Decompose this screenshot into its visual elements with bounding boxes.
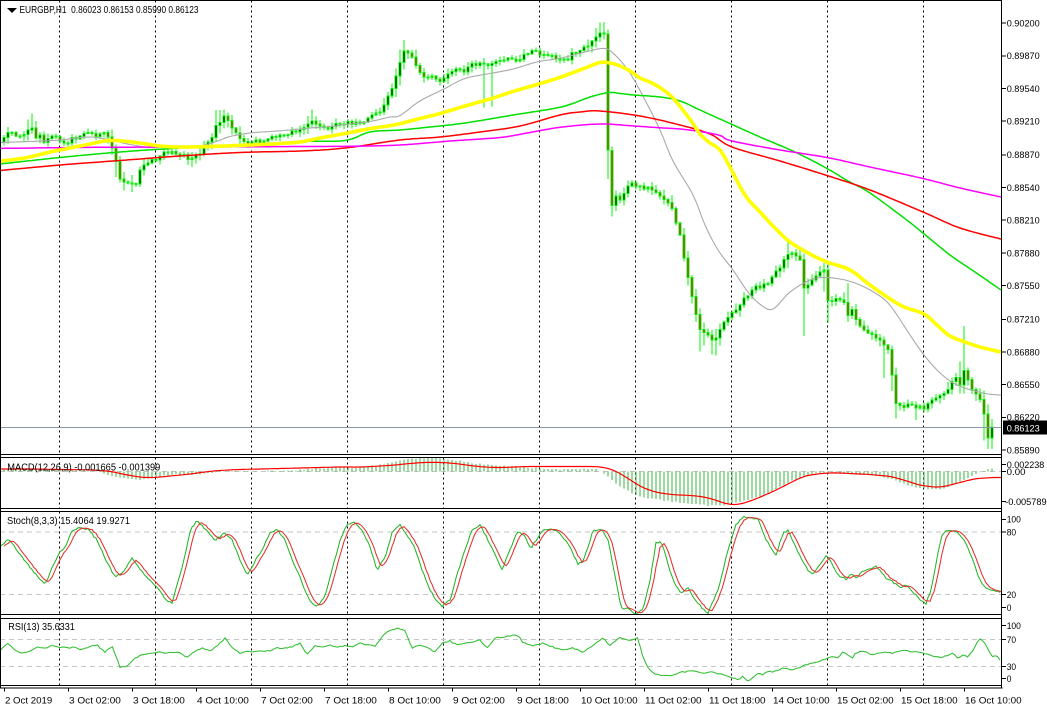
svg-text:0.89210: 0.89210 xyxy=(1007,117,1040,128)
svg-text:0.87880: 0.87880 xyxy=(1007,248,1040,259)
svg-text:80: 80 xyxy=(1007,527,1016,538)
svg-text:9 Oct 02:00: 9 Oct 02:00 xyxy=(453,695,505,706)
svg-text:7 Oct 18:00: 7 Oct 18:00 xyxy=(325,695,377,706)
svg-text:Stoch(8,3,3) 15.4064 19.9271: Stoch(8,3,3) 15.4064 19.9271 xyxy=(7,516,130,527)
svg-text:0.86550: 0.86550 xyxy=(1007,380,1040,391)
svg-text:100: 100 xyxy=(1007,515,1021,526)
svg-text:15 Oct 18:00: 15 Oct 18:00 xyxy=(901,695,958,706)
svg-text:3 Oct 18:00: 3 Oct 18:00 xyxy=(133,695,185,706)
svg-text:8 Oct 10:00: 8 Oct 10:00 xyxy=(389,695,441,706)
svg-text:100: 100 xyxy=(1007,621,1021,632)
svg-text:0.89540: 0.89540 xyxy=(1007,84,1040,95)
svg-text:0.87210: 0.87210 xyxy=(1007,315,1040,326)
svg-text:11 Oct 18:00: 11 Oct 18:00 xyxy=(709,695,766,706)
svg-text:EURGBP,H1 0.86023 0.86153 0.8: EURGBP,H1 0.86023 0.86153 0.85990 0.8612… xyxy=(20,5,199,16)
svg-text:0.85890: 0.85890 xyxy=(1007,445,1040,456)
svg-text:15 Oct 02:00: 15 Oct 02:00 xyxy=(837,695,894,706)
svg-text:0.00: 0.00 xyxy=(1007,467,1026,478)
svg-text:MACD(12,26,9) -0.001665 -0.001: MACD(12,26,9) -0.001665 -0.001399 xyxy=(7,463,160,474)
svg-text:20: 20 xyxy=(1007,590,1016,601)
svg-text:30: 30 xyxy=(1007,662,1016,673)
svg-text:0.90200: 0.90200 xyxy=(1007,19,1040,30)
svg-text:0.88870: 0.88870 xyxy=(1007,150,1040,161)
svg-text:4 Oct 10:00: 4 Oct 10:00 xyxy=(197,695,249,706)
svg-text:RSI(13) 35.6331: RSI(13) 35.6331 xyxy=(8,622,75,633)
svg-text:10 Oct 10:00: 10 Oct 10:00 xyxy=(581,695,638,706)
svg-text:2 Oct 2019: 2 Oct 2019 xyxy=(5,695,52,706)
svg-text:0: 0 xyxy=(1007,674,1012,685)
svg-text:14 Oct 10:00: 14 Oct 10:00 xyxy=(773,695,830,706)
svg-text:-0.005789: -0.005789 xyxy=(1005,497,1046,508)
svg-text:0.89870: 0.89870 xyxy=(1007,51,1040,62)
svg-text:0.002238: 0.002238 xyxy=(1007,460,1045,471)
svg-text:0.86220: 0.86220 xyxy=(1007,413,1040,424)
svg-text:0.88540: 0.88540 xyxy=(1007,183,1040,194)
svg-text:0.87550: 0.87550 xyxy=(1007,281,1040,292)
svg-text:0.88210: 0.88210 xyxy=(1007,216,1040,227)
svg-text:0.86880: 0.86880 xyxy=(1007,347,1040,358)
svg-text:7 Oct 02:00: 7 Oct 02:00 xyxy=(261,695,313,706)
svg-text:3 Oct 02:00: 3 Oct 02:00 xyxy=(69,695,121,706)
svg-text:16 Oct 10:00: 16 Oct 10:00 xyxy=(965,695,1022,706)
svg-text:0: 0 xyxy=(1007,603,1012,614)
svg-text:9 Oct 18:00: 9 Oct 18:00 xyxy=(517,695,569,706)
svg-text:11 Oct 02:00: 11 Oct 02:00 xyxy=(645,695,702,706)
svg-text:70: 70 xyxy=(1007,635,1016,646)
svg-text:0.86123: 0.86123 xyxy=(1007,423,1040,434)
